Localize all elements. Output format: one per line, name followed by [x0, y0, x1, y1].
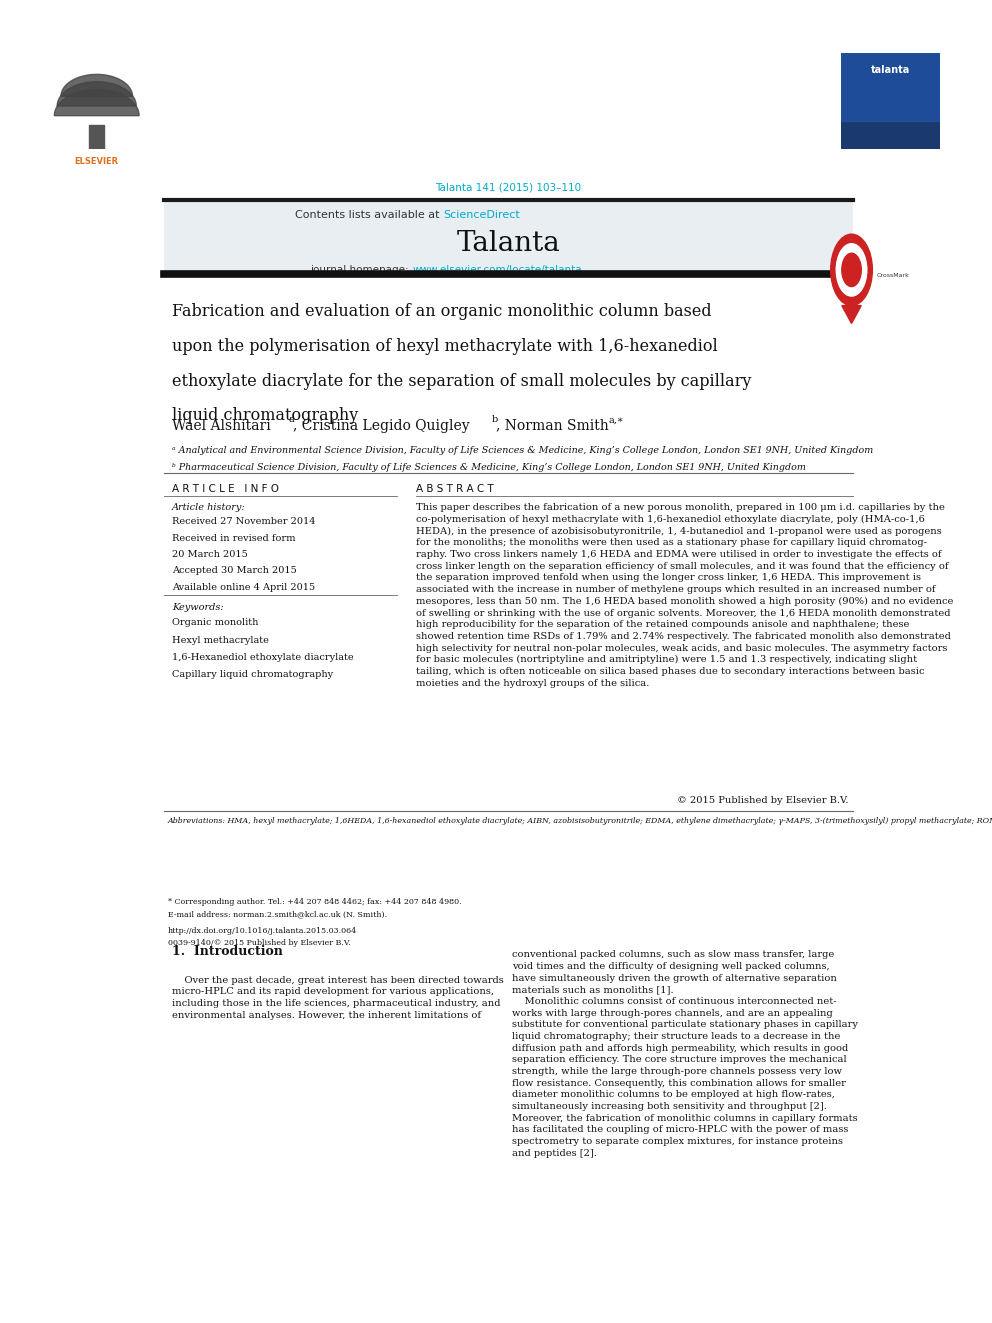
Text: Abbreviations: HMA, hexyl methacrylate; 1,6HEDA, 1,6-hexanediol ethoxylate diacr: Abbreviations: HMA, hexyl methacrylate; …: [168, 816, 992, 824]
Polygon shape: [842, 306, 861, 324]
Text: Keywords:: Keywords:: [172, 603, 223, 613]
Text: Talanta 141 (2015) 103–110: Talanta 141 (2015) 103–110: [435, 183, 581, 192]
Text: * Corresponding author. Tel.: +44 207 848 4462; fax: +44 207 848 4980.: * Corresponding author. Tel.: +44 207 84…: [168, 898, 461, 906]
Text: ScienceDirect: ScienceDirect: [443, 209, 520, 220]
Text: Available online 4 April 2015: Available online 4 April 2015: [172, 582, 314, 591]
Polygon shape: [89, 126, 104, 149]
Text: A R T I C L E   I N F O: A R T I C L E I N F O: [172, 484, 279, 493]
Text: E-mail address: norman.2.smith@kcl.ac.uk (N. Smith).: E-mail address: norman.2.smith@kcl.ac.uk…: [168, 910, 387, 918]
Text: CrossMark: CrossMark: [877, 274, 910, 278]
Text: , Norman Smith: , Norman Smith: [496, 418, 609, 433]
Text: a: a: [289, 415, 295, 425]
Text: Received 27 November 2014: Received 27 November 2014: [172, 517, 315, 527]
Text: Wael Alshitari: Wael Alshitari: [172, 418, 271, 433]
Text: Hexyl methacrylate: Hexyl methacrylate: [172, 635, 269, 644]
Circle shape: [842, 253, 861, 287]
Text: Contents lists available at: Contents lists available at: [295, 209, 443, 220]
Text: Article history:: Article history:: [172, 503, 245, 512]
Text: ᵇ Pharmaceutical Science Division, Faculty of Life Sciences & Medicine, King’s C: ᵇ Pharmaceutical Science Division, Facul…: [172, 463, 806, 472]
Text: liquid chromatography: liquid chromatography: [172, 407, 358, 425]
Text: 1,6-Hexanediol ethoxylate diacrylate: 1,6-Hexanediol ethoxylate diacrylate: [172, 652, 353, 662]
Text: upon the polymerisation of hexyl methacrylate with 1,6-hexanediol: upon the polymerisation of hexyl methacr…: [172, 339, 717, 355]
Text: http://dx.doi.org/10.1016/j.talanta.2015.03.064: http://dx.doi.org/10.1016/j.talanta.2015…: [168, 927, 357, 935]
Text: Fabrication and evaluation of an organic monolithic column based: Fabrication and evaluation of an organic…: [172, 303, 711, 320]
Text: ELSEVIER: ELSEVIER: [74, 157, 119, 167]
Bar: [841, 53, 940, 120]
Text: Received in revised form: Received in revised form: [172, 533, 296, 542]
Polygon shape: [55, 90, 139, 115]
Text: www.elsevier.com/locate/talanta: www.elsevier.com/locate/talanta: [413, 265, 582, 275]
Polygon shape: [61, 74, 133, 97]
Polygon shape: [58, 82, 136, 106]
Text: 20 March 2015: 20 March 2015: [172, 550, 247, 558]
Text: Organic monolith: Organic monolith: [172, 618, 258, 627]
Text: ethoxylate diacrylate for the separation of small molecules by capillary: ethoxylate diacrylate for the separation…: [172, 373, 751, 390]
Text: A B S T R A C T: A B S T R A C T: [417, 484, 494, 493]
FancyBboxPatch shape: [164, 200, 853, 274]
Text: conventional packed columns, such as slow mass transfer, large
void times and th: conventional packed columns, such as slo…: [512, 950, 858, 1158]
Text: a,∗: a,∗: [608, 415, 624, 425]
Text: , Cristina Legido Quigley: , Cristina Legido Quigley: [294, 418, 470, 433]
Text: talanta: talanta: [871, 65, 911, 75]
Text: ᵃ Analytical and Environmental Science Division, Faculty of Life Sciences & Medi: ᵃ Analytical and Environmental Science D…: [172, 446, 873, 455]
Text: Capillary liquid chromatography: Capillary liquid chromatography: [172, 671, 332, 679]
Circle shape: [836, 243, 867, 296]
Text: Talanta: Talanta: [456, 230, 560, 257]
Text: Over the past decade, great interest has been directed towards
micro-HPLC and it: Over the past decade, great interest has…: [172, 976, 503, 1020]
Text: b: b: [491, 415, 498, 425]
Text: This paper describes the fabrication of a new porous monolith, prepared in 100 μ: This paper describes the fabrication of …: [417, 503, 953, 688]
Text: 0039-9140/© 2015 Published by Elsevier B.V.: 0039-9140/© 2015 Published by Elsevier B…: [168, 939, 350, 947]
Text: © 2015 Published by Elsevier B.V.: © 2015 Published by Elsevier B.V.: [678, 796, 849, 806]
Circle shape: [830, 234, 872, 306]
Text: journal homepage:: journal homepage:: [310, 265, 413, 275]
Text: 1.  Introduction: 1. Introduction: [172, 945, 283, 958]
Text: Accepted 30 March 2015: Accepted 30 March 2015: [172, 566, 297, 576]
